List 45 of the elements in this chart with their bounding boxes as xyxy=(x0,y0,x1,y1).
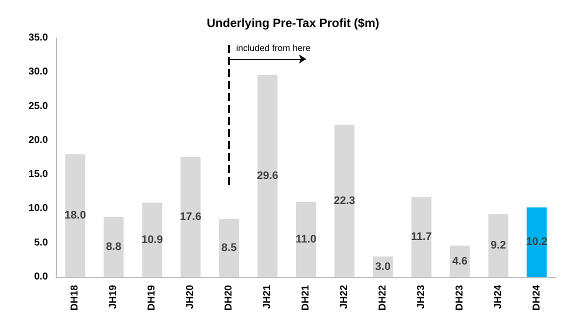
x-tick-label: DH24 xyxy=(531,284,542,311)
data-label: 3.0 xyxy=(375,260,391,273)
bar xyxy=(488,214,508,277)
y-tick-label: 5.0 xyxy=(34,237,48,248)
y-tick-label: 25.0 xyxy=(28,100,48,112)
bar xyxy=(180,156,201,277)
x-tick-label: JH21 xyxy=(262,284,274,309)
data-label: 8.5 xyxy=(221,242,237,254)
x-tick-label: DH18 xyxy=(70,284,81,311)
data-label: 17.6 xyxy=(180,210,202,223)
x-tick-label: JH24 xyxy=(492,284,504,309)
data-label: 4.6 xyxy=(452,255,468,268)
bar xyxy=(411,197,432,277)
bar xyxy=(65,154,86,277)
y-tick-label: 0.0 xyxy=(34,272,48,282)
x-tick-label: DH19 xyxy=(146,284,158,311)
bar xyxy=(334,124,354,277)
x-tick-label: DH20 xyxy=(224,284,235,311)
x-tick-label: JH20 xyxy=(185,284,196,309)
y-tick-label: 15.0 xyxy=(28,169,48,180)
data-label: 11.0 xyxy=(296,233,316,246)
y-tick-label: 20.0 xyxy=(28,134,48,146)
data-label: 9.2 xyxy=(490,240,506,252)
data-label: 11.7 xyxy=(410,231,432,244)
bar xyxy=(258,74,278,277)
x-tick-label: JH22 xyxy=(338,284,350,309)
x-tick-label: DH23 xyxy=(454,284,466,311)
data-label: 8.8 xyxy=(106,240,122,253)
bar xyxy=(104,216,124,277)
y-tick-label: 10.0 xyxy=(28,203,48,214)
x-tick-label: JH19 xyxy=(108,284,120,309)
x-tick-label: DH22 xyxy=(377,284,388,311)
x-tick-label: JH23 xyxy=(416,284,427,309)
data-label: 10.9 xyxy=(141,234,163,246)
bar xyxy=(142,202,162,277)
data-label: 18.0 xyxy=(64,210,86,222)
bar xyxy=(296,202,316,277)
data-label: 22.3 xyxy=(334,194,356,207)
x-tick-label: DH21 xyxy=(300,284,312,311)
data-label: 29.6 xyxy=(256,170,278,182)
chart-title: Underlying Pre-Tax Profit ($m) xyxy=(206,16,380,30)
y-tick-label: 35.0 xyxy=(28,32,48,44)
y-tick-label: 30.0 xyxy=(28,66,48,78)
bar xyxy=(219,218,240,277)
annotation: included from here xyxy=(236,43,311,54)
